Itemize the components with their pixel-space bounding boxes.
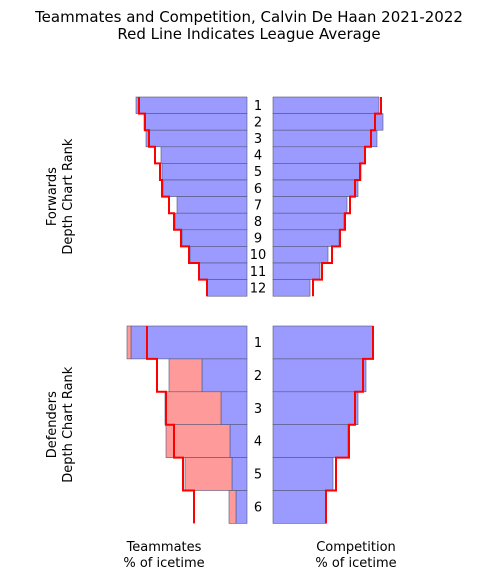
forwards-competition-bar: [272, 279, 311, 297]
forwards-competition-bar: [272, 196, 348, 214]
defenders-competition-bar: [272, 424, 349, 458]
defenders-rank-label: 3: [254, 402, 262, 417]
defenders-teammates-red-bar: [165, 424, 231, 458]
forwards-teammates-blue-bar: [174, 212, 248, 231]
defenders-teammates-blue-bar: [220, 391, 248, 425]
defenders-competition-bar: [272, 325, 374, 360]
defenders-teammates-blue-bar: [130, 325, 248, 360]
forwards-teammates-blue-bar: [189, 246, 248, 264]
forwards-teammates-blue-bar: [176, 196, 248, 214]
forwards-teammates-blue-bar: [198, 262, 248, 280]
defenders-teammates-blue-bar: [235, 490, 248, 524]
forwards-ylabel: Forwards: [45, 167, 60, 226]
forwards-rank-label: 10: [250, 248, 267, 263]
defenders-rank-label: 2: [254, 369, 262, 384]
defenders-teammates-red-bar: [184, 457, 233, 491]
defenders-teammates-league-line: [146, 326, 195, 524]
forwards-rank-label: 11: [250, 265, 267, 280]
forwards-rank-label: 2: [254, 115, 262, 130]
forwards-teammates-blue-bar: [135, 96, 248, 114]
forwards-teammates-blue-bar: [181, 229, 248, 247]
forwards-rank-label: 6: [254, 182, 262, 197]
forwards-competition-bar: [272, 96, 380, 114]
teammates-xlabel: Teammates: [126, 540, 202, 555]
defenders-teammates-red-bar: [164, 391, 222, 425]
forwards-teammates-blue-bar: [145, 129, 248, 148]
forwards-teammates-blue-bar: [206, 279, 248, 297]
forwards-competition-bar: [272, 163, 362, 181]
defenders-teammates-red-bar: [126, 325, 132, 360]
forwards-rank-label: 9: [254, 232, 262, 247]
forwards-competition-bar: [272, 146, 366, 164]
defenders-ylabel: Depth Chart Rank: [61, 366, 76, 483]
forwards-competition-bar: [272, 179, 359, 197]
forwards-rank-label: 7: [254, 198, 262, 213]
forwards-teammates-blue-bar: [162, 179, 248, 197]
forwards-teammates-league-line: [138, 97, 208, 297]
forwards-rank-label: 8: [254, 215, 262, 230]
defenders-rank-label: 4: [254, 435, 262, 450]
forwards-teammates-blue-bar: [143, 113, 248, 131]
forwards-ylabel: Depth Chart Rank: [61, 138, 76, 255]
forwards-competition-bar: [272, 113, 384, 131]
defenders-teammates-red-bar: [228, 490, 237, 524]
forwards-competition-bar: [272, 229, 340, 247]
defenders-competition-bar: [272, 391, 359, 425]
defenders-teammates-red-bar: [168, 358, 203, 393]
forwards-rank-label: 4: [254, 149, 262, 164]
forwards-rank-label: 5: [254, 165, 262, 180]
competition-xlabel: % of icetime: [315, 556, 396, 571]
defenders-competition-bar: [272, 358, 367, 393]
defenders-teammates-blue-bar: [229, 424, 248, 458]
defenders-teammates-blue-bar: [201, 358, 248, 393]
forwards-rank-label: 1: [254, 99, 262, 114]
forwards-rank-label: 3: [254, 132, 262, 147]
defenders-rank-label: 6: [254, 500, 262, 515]
forwards-teammates-blue-bar: [160, 146, 248, 164]
chart-subtitle: Red Line Indicates League Average: [117, 25, 380, 43]
teammates-xlabel: % of icetime: [123, 556, 204, 571]
forwards-teammates-blue-bar: [161, 163, 248, 181]
forwards-competition-bar: [272, 129, 378, 148]
forwards-rank-label: 12: [250, 281, 267, 296]
chart-title: Teammates and Competition, Calvin De Haa…: [34, 8, 463, 26]
forwards-competition-bar: [272, 246, 329, 264]
forwards-competition-bar: [272, 212, 345, 231]
defenders-competition-bar: [272, 490, 327, 524]
defenders-teammates-blue-bar: [231, 457, 248, 491]
defenders-competition-bar: [272, 457, 334, 491]
defenders-rank-label: 5: [254, 468, 262, 483]
defenders-rank-label: 1: [254, 336, 262, 351]
forwards-competition-bar: [272, 262, 321, 280]
defenders-ylabel: Defenders: [45, 391, 60, 458]
forwards-competition-league-line: [312, 97, 382, 297]
defenders-competition-league-line: [325, 326, 374, 524]
competition-xlabel: Competition: [316, 540, 396, 555]
